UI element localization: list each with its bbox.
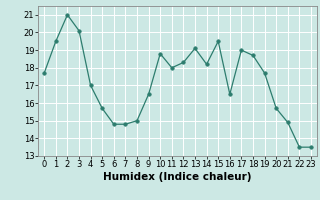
X-axis label: Humidex (Indice chaleur): Humidex (Indice chaleur) — [103, 172, 252, 182]
